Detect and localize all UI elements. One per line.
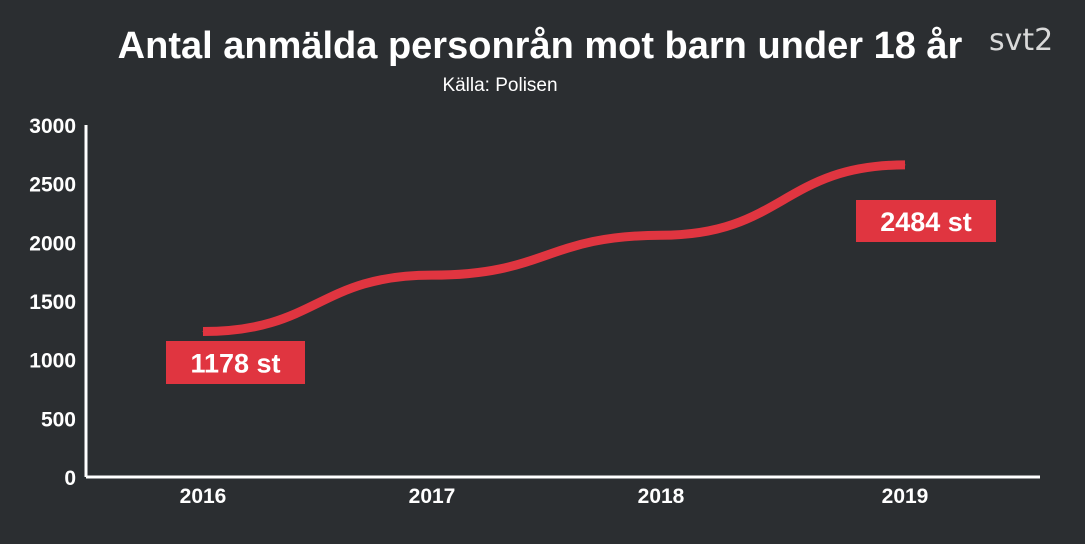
y-tick-label: 3000 xyxy=(29,115,76,138)
chart-source: Källa: Polisen xyxy=(442,75,557,96)
chart-title: Antal anmälda personrån mot barn under 1… xyxy=(118,25,963,67)
data-point xyxy=(904,164,906,166)
annotation-label: 1178 st xyxy=(190,349,280,379)
data-point xyxy=(431,274,433,276)
series-group xyxy=(202,160,906,337)
data-point xyxy=(660,234,662,236)
annotation-label: 2484 st xyxy=(880,207,972,237)
svt2-logo: svt2 xyxy=(989,23,1053,58)
x-tick-label: 2016 xyxy=(180,485,227,508)
y-tick-label: 2500 xyxy=(29,174,76,197)
y-tick-label: 0 xyxy=(64,467,76,490)
annotation-box xyxy=(166,341,305,384)
annotations-group: 1178 st 2484 st xyxy=(166,200,996,384)
x-tick-label: 2017 xyxy=(409,485,456,508)
annotation-box xyxy=(856,200,996,242)
y-tick-label: 2000 xyxy=(29,232,76,255)
y-tick-label: 500 xyxy=(41,408,76,431)
y-tick-label: 1000 xyxy=(29,350,76,373)
y-tick-label: 1500 xyxy=(29,291,76,314)
x-tick-label: 2019 xyxy=(882,485,929,508)
x-tick-labels: 2016 2017 2018 2019 xyxy=(180,485,929,508)
data-point xyxy=(202,331,204,333)
y-tick-labels: 0 500 1000 1500 2000 2500 3000 xyxy=(29,115,76,490)
x-tick-label: 2018 xyxy=(638,485,685,508)
series-line xyxy=(202,160,906,337)
